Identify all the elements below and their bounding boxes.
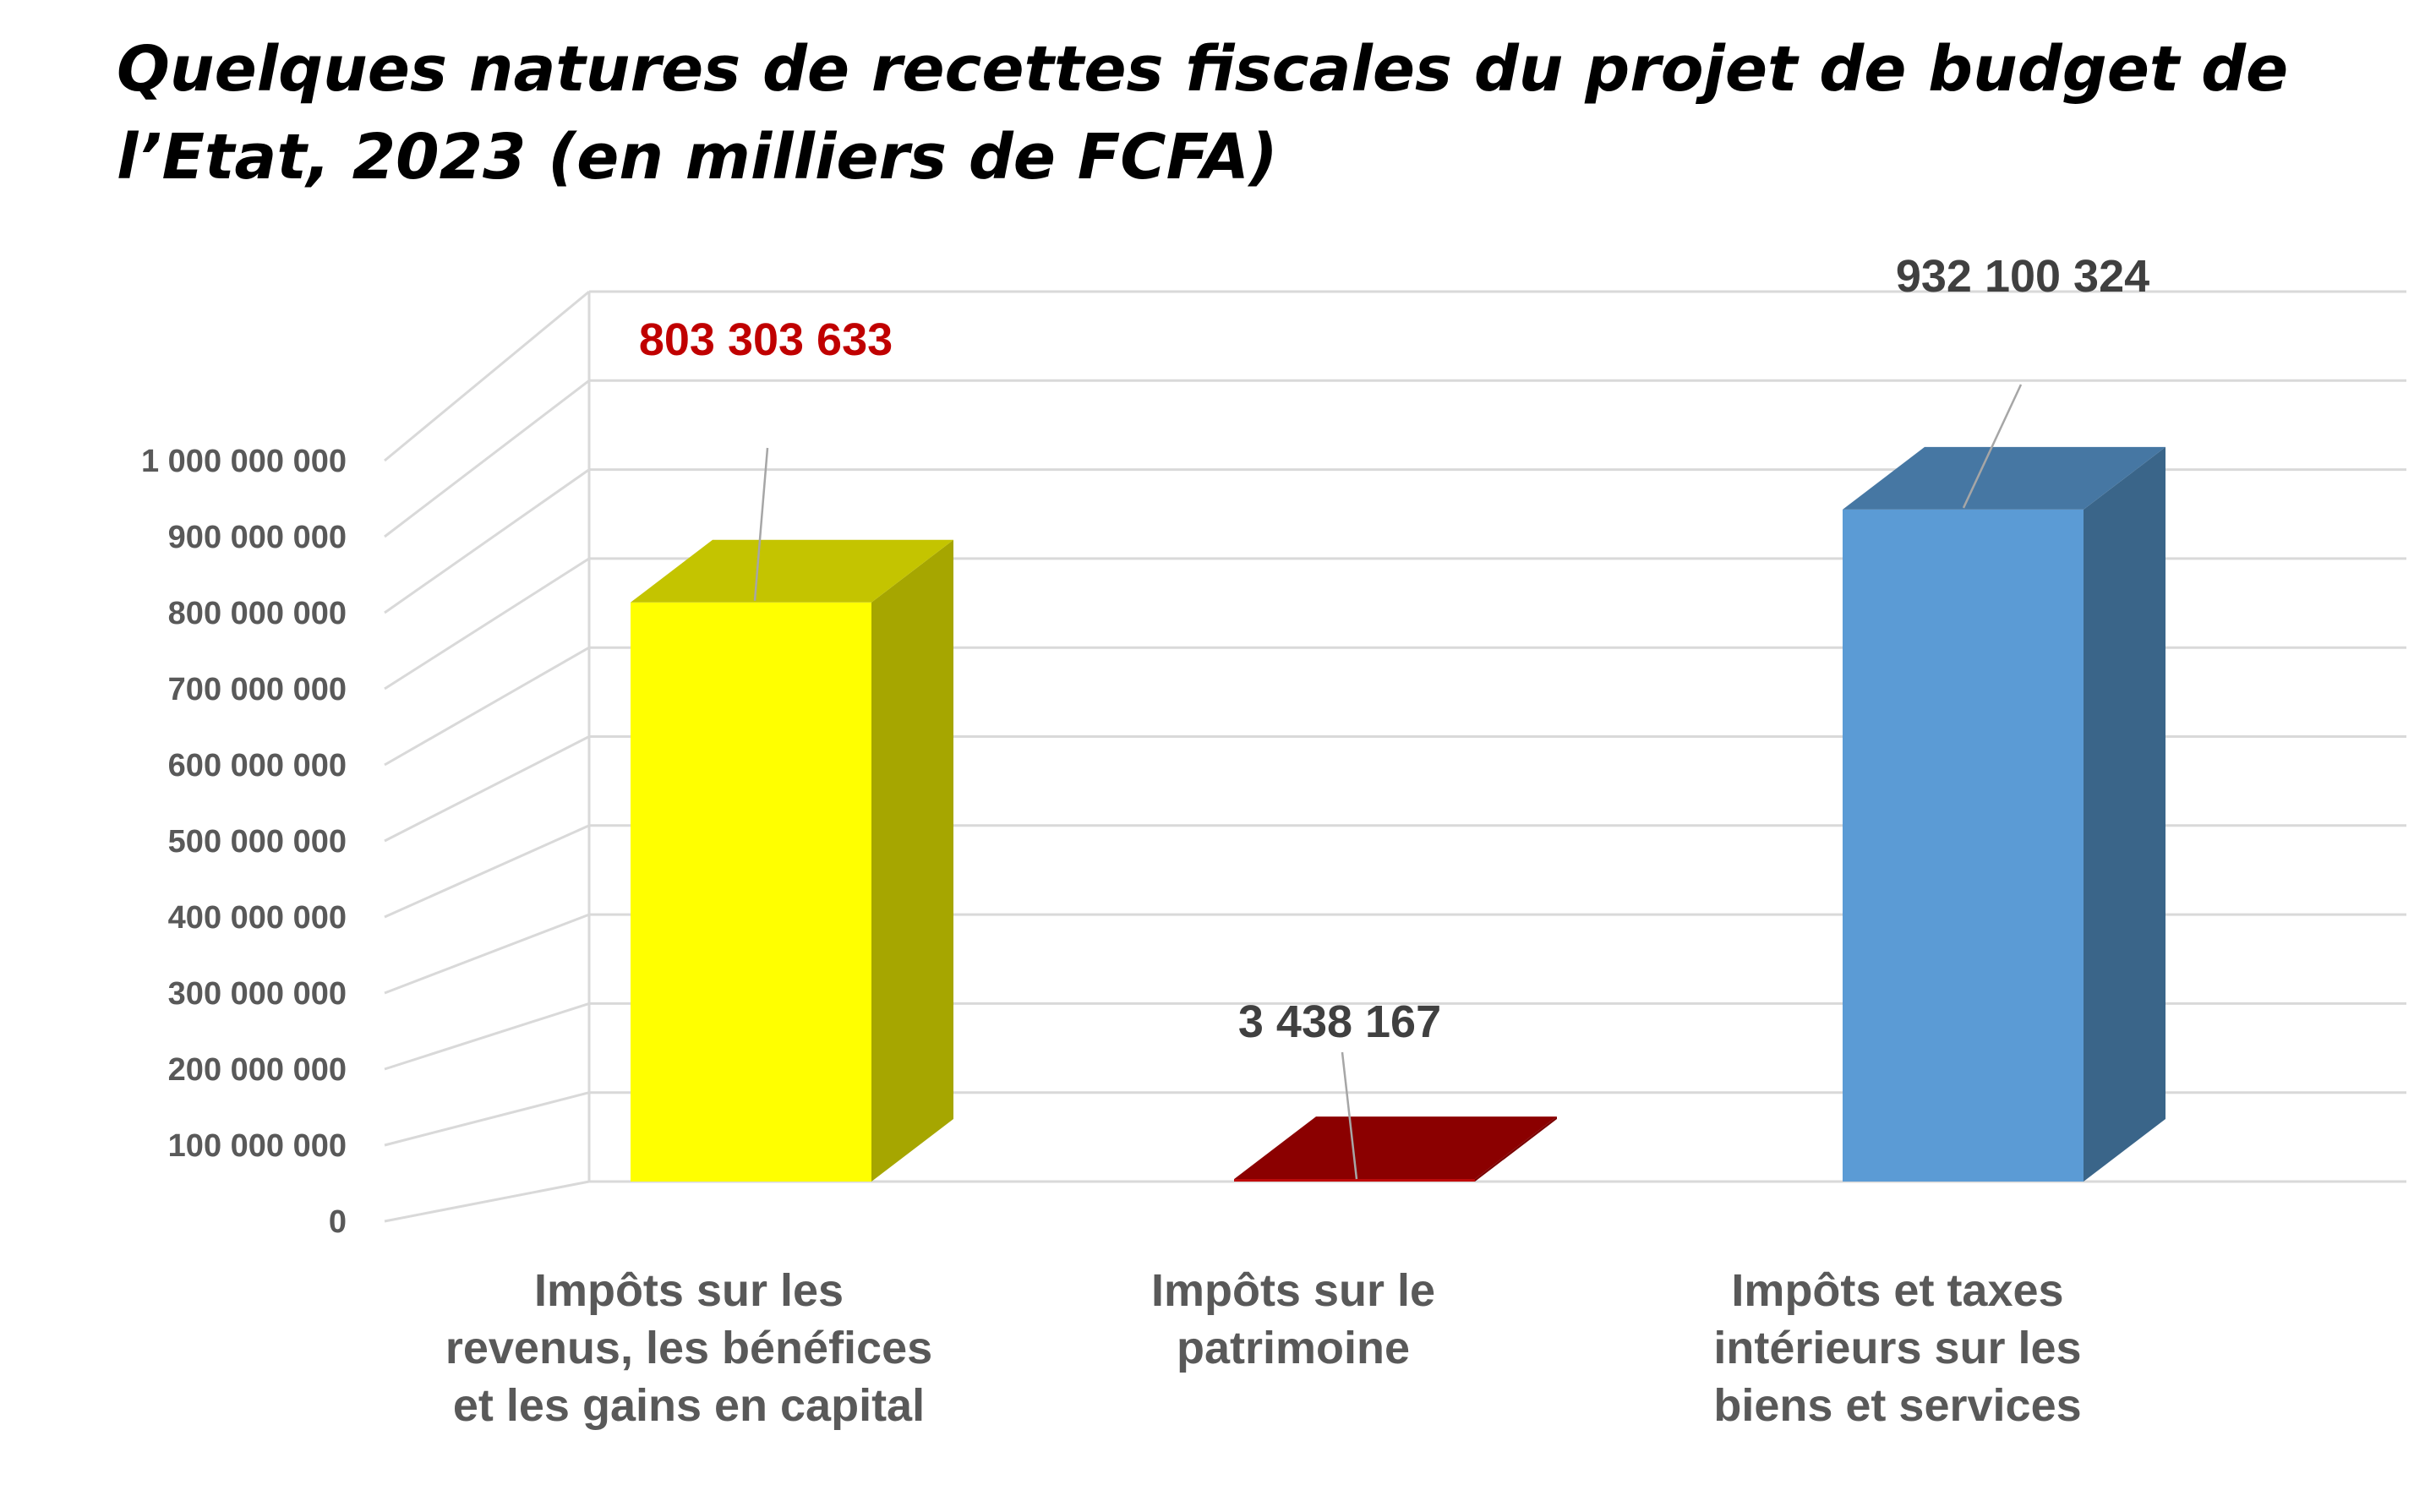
y-tick-label: 1 000 000 000 xyxy=(141,444,347,479)
y-tick-label: 400 000 000 xyxy=(168,900,347,936)
side-gridline xyxy=(384,1091,590,1147)
data-label: 932 100 324 xyxy=(1896,251,2149,302)
side-gridline xyxy=(384,646,590,767)
bar-top xyxy=(1234,1116,1557,1180)
x-category-label: Impôts sur le patrimoine xyxy=(1151,1265,1435,1373)
bar-front xyxy=(1234,1179,1475,1182)
bar-top xyxy=(631,539,953,603)
x-category-label: Impôts et taxes intérieurs sur les biens e… xyxy=(1713,1265,2081,1431)
bar-side xyxy=(2084,446,2166,1182)
leader-line xyxy=(1341,1051,1358,1180)
side-gridline xyxy=(384,1002,590,1071)
y-tick-label: 0 xyxy=(329,1204,347,1240)
side-gridline xyxy=(384,379,590,538)
bar-front xyxy=(631,602,871,1182)
y-tick-label: 800 000 000 xyxy=(168,596,347,631)
bars xyxy=(631,446,2166,1182)
y-tick-label: 500 000 000 xyxy=(168,824,347,860)
x-axis-category-labels: Impôts sur les revenus, les bénéfices et l… xyxy=(445,1265,2082,1431)
bar-side xyxy=(1475,1116,1557,1182)
leader-lines xyxy=(753,384,2023,1180)
x-category-label: Impôts sur les revenus, les bénéfices et l… xyxy=(445,1265,932,1431)
data-label: 3 438 167 xyxy=(1238,996,1441,1047)
y-tick-label: 600 000 000 xyxy=(168,748,347,783)
y-tick-label: 700 000 000 xyxy=(168,672,347,707)
chart-title: Quelques natures de recettes fiscales du… xyxy=(117,33,2289,194)
side-gridline xyxy=(384,913,590,995)
y-tick-label: 900 000 000 xyxy=(168,520,347,555)
data-label: 803 303 633 xyxy=(639,314,893,365)
side-gridline xyxy=(384,735,590,843)
side-gridline xyxy=(384,1180,590,1223)
bar-front xyxy=(1843,509,2084,1182)
side-gridline xyxy=(384,468,590,614)
side-gridline xyxy=(384,290,590,462)
y-axis-tick-labels: 0 100 000 000 200 000 000 300 000 000 400 00… xyxy=(141,444,347,1240)
bar-side xyxy=(871,539,953,1182)
y-tick-label: 200 000 000 xyxy=(168,1052,347,1088)
leader-line xyxy=(753,447,769,601)
y-tick-label: 300 000 000 xyxy=(168,976,347,1012)
side-gridline xyxy=(384,557,590,690)
y-tick-label: 100 000 000 xyxy=(168,1128,347,1164)
bar-top xyxy=(1843,446,2166,510)
data-labels: 803 303 633 3 438 167 932 100 324 xyxy=(639,251,2149,1047)
side-gridline xyxy=(384,824,590,919)
leader-line xyxy=(1962,384,2023,509)
